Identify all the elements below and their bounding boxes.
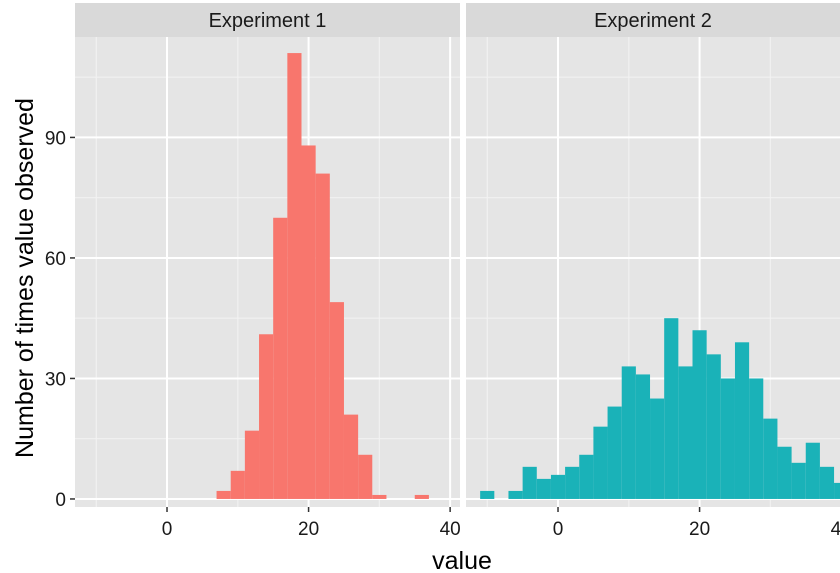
histogram-bar — [791, 462, 806, 499]
histogram-bar — [536, 478, 551, 499]
histogram-bar — [343, 414, 359, 499]
y-axis-title: Number of times value observed — [11, 98, 39, 458]
histogram-bar — [480, 490, 495, 499]
histogram-bar — [607, 406, 622, 499]
histogram-bar — [414, 494, 429, 499]
y-axis: 0 30 60 90 — [45, 128, 75, 511]
y-tick-label: 90 — [45, 128, 66, 149]
histogram-bar — [664, 318, 679, 499]
y-tick-label: 60 — [45, 249, 66, 270]
x-tick-label: 0 — [162, 519, 173, 540]
histogram-bar — [522, 466, 537, 499]
facet-strip-label: Experiment 1 — [209, 10, 327, 32]
x-tick-label: 20 — [298, 519, 319, 540]
histogram-bar — [593, 426, 608, 499]
histogram-bar — [315, 173, 330, 499]
x-tick-label: 40 — [440, 519, 461, 540]
histogram-bar — [273, 217, 288, 499]
histogram-bar — [834, 482, 840, 499]
histogram-bar — [777, 446, 792, 499]
histogram-bar — [819, 466, 835, 499]
histogram-bar — [287, 53, 302, 499]
facet-strip-label: Experiment 2 — [594, 10, 712, 32]
histogram-bar — [329, 302, 344, 499]
histogram-bar — [230, 470, 245, 499]
histogram-bar — [259, 334, 274, 499]
facet-panel-1: Experiment 1 0 20 40 — [75, 3, 461, 540]
histogram-bar — [621, 366, 636, 499]
histogram-bar — [635, 374, 651, 499]
x-axis-title: value — [432, 547, 492, 573]
histogram-bar — [650, 398, 665, 499]
histogram-bar — [706, 354, 721, 499]
facet-strip — [466, 3, 840, 37]
histogram-bar — [550, 474, 566, 499]
histogram-bar — [678, 366, 693, 499]
histogram-bar — [216, 490, 231, 499]
x-tick-label: 20 — [689, 519, 710, 540]
facet-panel-2: Experiment 2 0 20 40 — [466, 3, 840, 540]
panels: Experiment 1 0 20 40 Experiment 2 0 20 40 — [75, 3, 840, 540]
x-tick-label: 40 — [831, 519, 840, 540]
histogram-bar — [720, 378, 735, 499]
histogram-bar — [749, 378, 764, 499]
histogram-bar — [763, 418, 778, 499]
histogram-bar — [244, 430, 260, 499]
histogram-bar — [805, 442, 820, 499]
x-tick-label: 0 — [553, 519, 564, 540]
facet-strip — [75, 3, 460, 37]
histogram-bar — [372, 494, 387, 499]
histogram-bar — [734, 342, 750, 499]
y-tick-label: 0 — [55, 490, 66, 511]
y-tick-label: 30 — [45, 369, 66, 390]
histogram-bar — [301, 145, 316, 499]
histogram-bar — [508, 490, 523, 499]
histogram-bar — [565, 466, 580, 499]
histogram-bar — [358, 454, 373, 499]
histogram-bar — [579, 454, 594, 499]
histogram-bar — [692, 330, 707, 499]
